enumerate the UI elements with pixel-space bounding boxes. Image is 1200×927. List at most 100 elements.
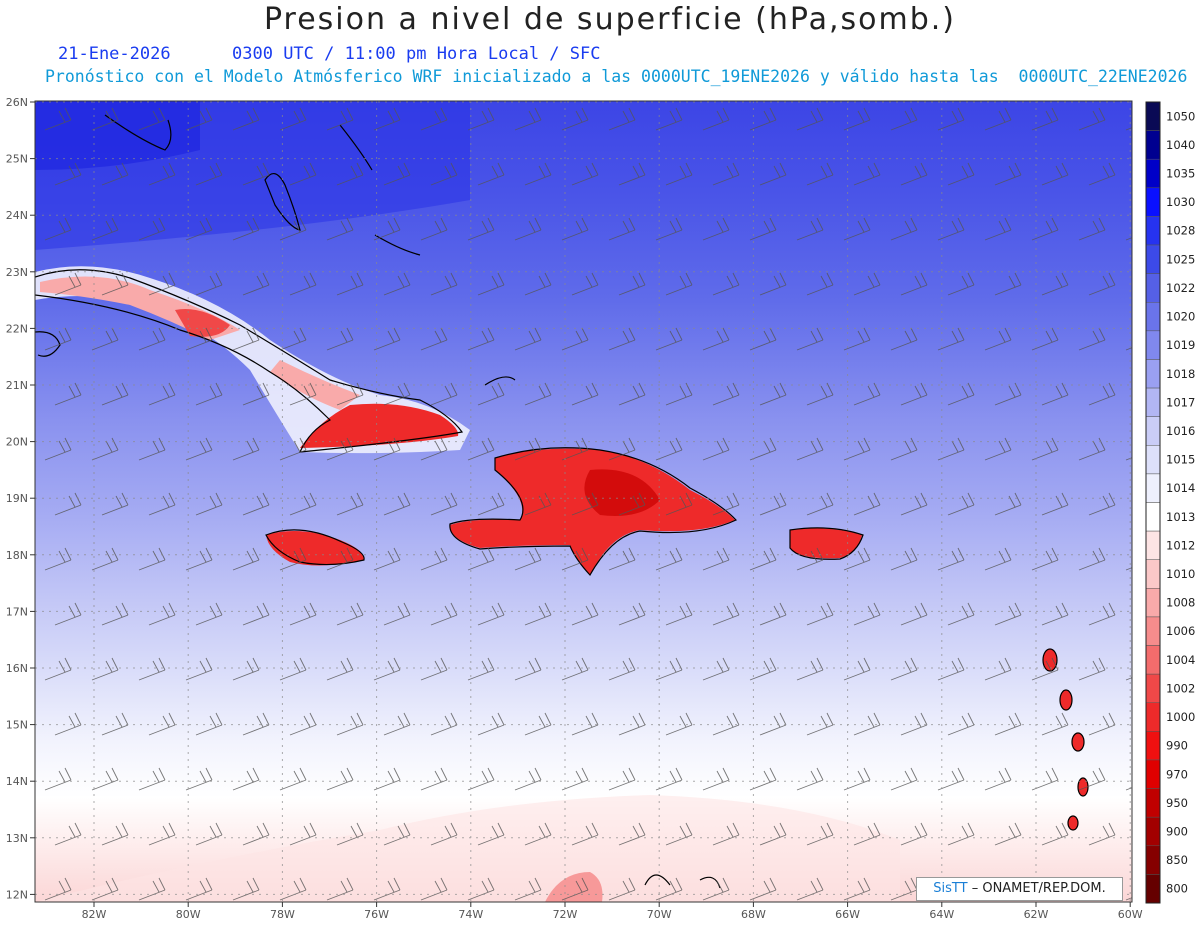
lat-label: 25N (6, 153, 28, 166)
lon-label: 66W (835, 908, 860, 921)
legend-label: 1035 (1166, 167, 1195, 181)
legend-label: 1050 (1166, 109, 1195, 123)
legend-label: 1028 (1166, 224, 1195, 238)
legend-swatch (1145, 731, 1161, 761)
legend-swatch (1145, 702, 1161, 732)
legend-label: 1002 (1166, 681, 1195, 695)
legend-label: 1016 (1166, 424, 1195, 438)
lat-label: 24N (6, 209, 28, 222)
legend-swatch (1145, 473, 1161, 503)
lat-label: 16N (6, 662, 28, 675)
coastlines (35, 114, 1089, 889)
valid-time-line: 21-Ene-2026 0300 UTC / 11:00 pm Hora Loc… (58, 44, 600, 64)
legend-label: 1018 (1166, 367, 1195, 381)
lat-label: 12N (6, 888, 28, 901)
legend-label: 990 (1166, 739, 1188, 753)
legend-label: 1006 (1166, 624, 1195, 638)
credit-box: SisTT – ONAMET/REP.DOM. (916, 877, 1123, 901)
legend-label: 1004 (1166, 653, 1195, 667)
legend-swatch (1145, 530, 1161, 560)
legend-swatch (1145, 158, 1161, 189)
legend-swatch (1145, 216, 1161, 246)
lon-label: 74W (458, 908, 483, 921)
legend-swatch (1145, 187, 1161, 217)
lon-label: 76W (364, 908, 389, 921)
legend-label: 1008 (1166, 596, 1195, 610)
sistt-logo: SisTT (933, 881, 968, 896)
lat-label: 15N (6, 719, 28, 732)
legend-swatch (1145, 845, 1161, 875)
hispaniola-low (450, 448, 735, 575)
legend-label: 1025 (1166, 252, 1195, 266)
longitude-labels: 82W 80W 78W 76W 74W 72W 70W 68W 66W 64W 62W 60W (82, 902, 1143, 921)
legend-swatch (1145, 359, 1161, 389)
legend-label: 1022 (1166, 281, 1195, 295)
lat-label: 21N (6, 379, 28, 392)
legend-label: 900 (1166, 824, 1188, 838)
legend-label: 1030 (1166, 195, 1195, 209)
lat-label: 13N (6, 832, 28, 845)
legend-swatch (1145, 673, 1161, 704)
legend-swatch (1145, 330, 1161, 360)
legend-label: 1019 (1166, 338, 1195, 352)
legend-swatch (1145, 645, 1161, 675)
lon-label: 80W (176, 908, 201, 921)
legend-swatch (1145, 588, 1161, 618)
legend-swatch (1145, 130, 1161, 160)
puerto-rico-low (790, 528, 862, 559)
legend-swatch (1145, 273, 1161, 303)
forecast-date: 21-Ene-2026 (58, 44, 171, 64)
lon-label: 82W (82, 908, 107, 921)
lat-label: 19N (6, 492, 28, 505)
lat-label: 26N (6, 96, 28, 109)
legend-label: 1010 (1166, 567, 1195, 581)
legend-label: 1040 (1166, 138, 1195, 152)
legend-swatch (1145, 559, 1161, 589)
legend-label: 970 (1166, 767, 1188, 781)
lon-label: 68W (741, 908, 766, 921)
color-legend: 1050 1040 1035 1030 1028 1025 1022 1020 1019 1018… (1145, 101, 1195, 904)
jamaica-low (266, 531, 365, 566)
legend-label: 1015 (1166, 453, 1195, 467)
legend-label: 1012 (1166, 538, 1195, 552)
legend-label: 1000 (1166, 710, 1195, 724)
legend-label: 950 (1166, 796, 1188, 810)
lat-label: 14N (6, 775, 28, 788)
legend-label: 850 (1166, 853, 1188, 867)
plot-frame (34, 100, 1133, 903)
legend-swatch (1145, 788, 1161, 818)
lat-label: 20N (6, 436, 28, 449)
legend-swatch (1145, 816, 1161, 847)
legend-label: 1014 (1166, 481, 1195, 495)
legend-label: 1013 (1166, 510, 1195, 524)
lat-label: 23N (6, 266, 28, 279)
lon-label: 64W (929, 908, 954, 921)
lon-label: 60W (1118, 908, 1143, 921)
legend-swatch (1145, 616, 1161, 646)
legend-label: 1020 (1166, 310, 1195, 324)
legend-label: 1017 (1166, 395, 1195, 409)
legend-label: 800 (1166, 882, 1188, 896)
lat-label: 22N (6, 322, 28, 335)
lon-label: 78W (270, 908, 295, 921)
legend-swatch (1145, 416, 1161, 446)
legend-swatch (1145, 101, 1161, 131)
legend-swatch (1145, 502, 1161, 532)
legend-swatch (1145, 445, 1161, 475)
lon-label: 70W (647, 908, 672, 921)
legend-swatch (1145, 244, 1161, 274)
legend-swatch (1145, 387, 1161, 417)
lon-label: 72W (553, 908, 578, 921)
legend-swatch (1145, 759, 1161, 789)
legend-swatch (1145, 874, 1161, 904)
latitude-labels: 26N 25N 24N 23N 22N 21N 20N 19N 18N 17N 16N 15N 14N 1… (6, 96, 35, 901)
model-info: Pronóstico con el Modelo Atmósferico WRF… (45, 67, 1188, 86)
lat-lon-grid (35, 101, 1132, 902)
lon-label: 62W (1024, 908, 1049, 921)
forecast-time: 0300 UTC / 11:00 pm Hora Local / SFC (232, 44, 601, 64)
lat-label: 17N (6, 605, 28, 618)
credit-text: – ONAMET/REP.DOM. (971, 881, 1106, 896)
map-title: Presion a nivel de superficie (hPa,somb.… (263, 2, 957, 37)
lat-label: 18N (6, 549, 28, 562)
